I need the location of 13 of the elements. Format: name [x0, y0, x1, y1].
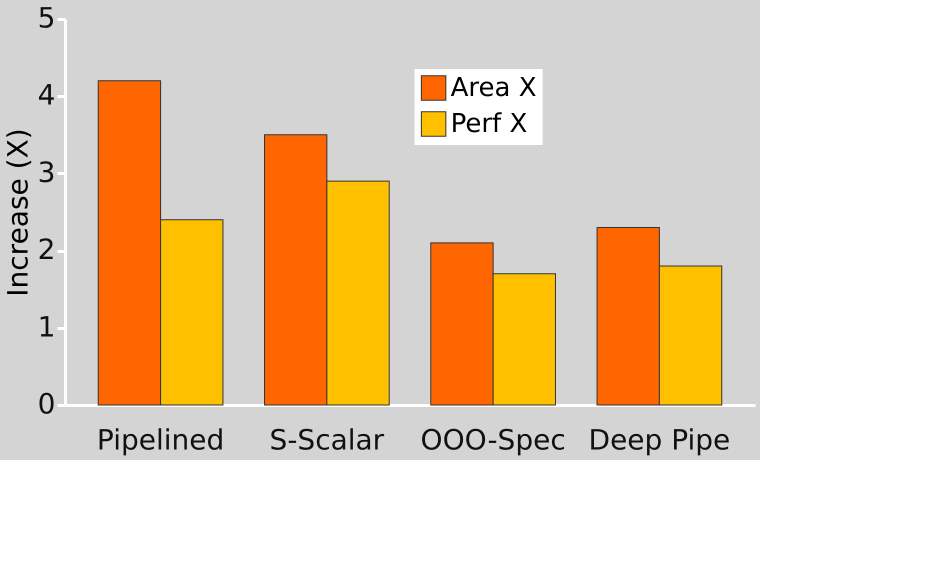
y-tick-label: 3: [38, 156, 56, 189]
x-tick-label: S-Scalar: [270, 424, 385, 456]
y-tick-label: 2: [38, 233, 56, 266]
x-tick-label: OOO-Spec: [420, 424, 566, 456]
y-tick-label: 5: [38, 2, 56, 34]
legend-label: Perf X: [450, 109, 528, 139]
y-axis-title: Increase (X): [2, 128, 35, 297]
legend-label: Area X: [450, 73, 537, 103]
x-tick-label: Pipelined: [96, 424, 224, 456]
x-tick-label: Deep Pipe: [588, 424, 730, 456]
y-tick-label: 0: [38, 388, 56, 420]
y-tick-label: 1: [38, 310, 56, 344]
y-tick-label: 4: [38, 78, 56, 112]
